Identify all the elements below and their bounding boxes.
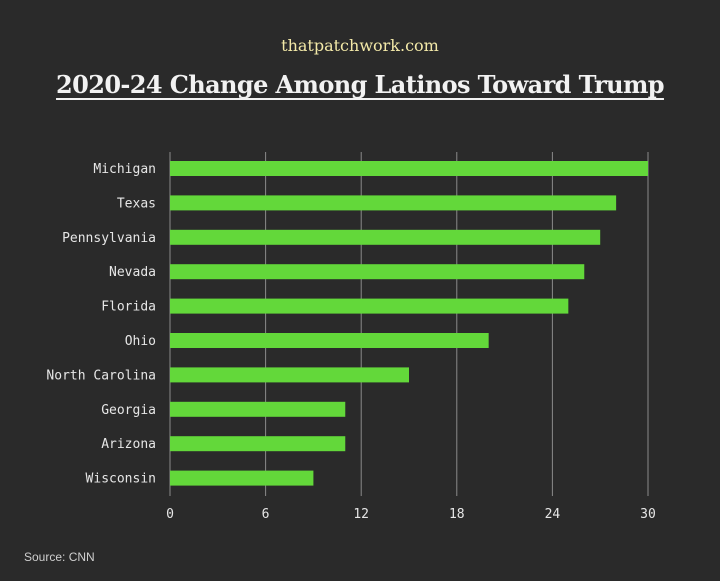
category-label-8: Arizona	[101, 437, 156, 452]
bar-7	[170, 401, 346, 417]
category-label-1: Texas	[117, 196, 156, 211]
tick-label-3: 18	[449, 507, 465, 522]
category-label-0: Michigan	[93, 162, 156, 177]
category-label-5: Ohio	[125, 334, 156, 349]
source-note: Source: CNN	[24, 550, 95, 564]
category-label-7: Georgia	[101, 403, 156, 418]
category-label-3: Nevada	[109, 265, 156, 280]
tick-label-4: 24	[545, 507, 561, 522]
bar-1	[170, 195, 617, 211]
category-label-6: North Carolina	[46, 368, 156, 383]
bar-2	[170, 229, 601, 245]
bar-3	[170, 264, 585, 280]
tick-label-5: 30	[640, 507, 656, 522]
bar-8	[170, 436, 346, 452]
bar-6	[170, 367, 409, 383]
bar-9	[170, 470, 314, 486]
category-label-9: Wisconsin	[86, 472, 156, 487]
chart-title: 2020-24 Change Among Latinos Toward Trum…	[56, 70, 665, 99]
category-label-2: Pennsylvania	[62, 231, 156, 246]
tick-label-2: 12	[353, 507, 369, 522]
site-name: thatpatchwork.com	[281, 36, 439, 55]
tick-label-0: 0	[166, 507, 174, 522]
bar-0	[170, 161, 648, 176]
bar-4	[170, 298, 569, 314]
tick-label-1: 6	[262, 507, 270, 522]
category-label-4: Florida	[101, 300, 156, 315]
bar-5	[170, 333, 489, 348]
